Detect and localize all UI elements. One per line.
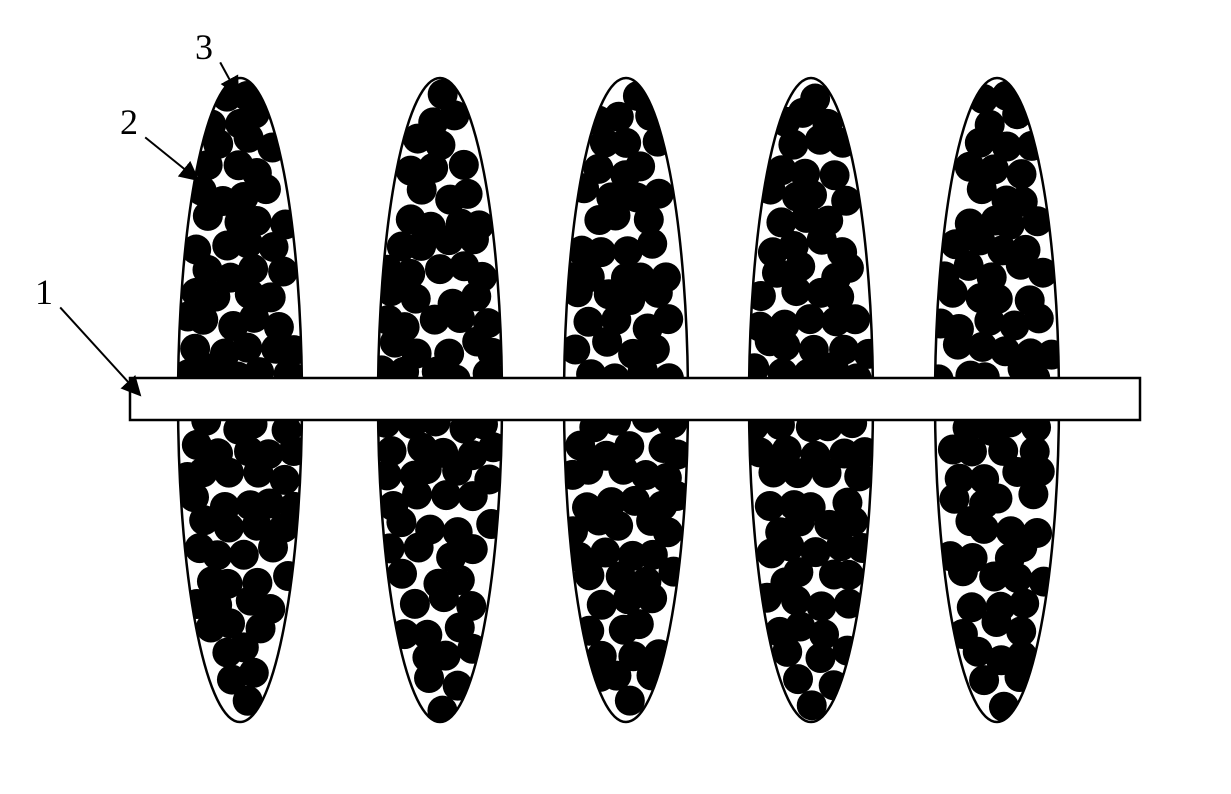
particle: [1005, 662, 1035, 692]
label-arrow-2: [145, 137, 198, 180]
particle: [214, 458, 244, 488]
particle: [458, 534, 488, 564]
particle: [449, 150, 479, 180]
particle: [558, 516, 588, 546]
label-arrow-1: [60, 307, 140, 395]
particle: [774, 531, 804, 561]
particle: [974, 306, 1004, 336]
particle: [601, 201, 631, 231]
particle: [948, 556, 978, 586]
particle: [604, 102, 634, 132]
particle: [1009, 588, 1039, 618]
particle: [752, 583, 782, 613]
particle: [414, 663, 444, 693]
particle: [637, 229, 667, 259]
particle: [812, 458, 842, 488]
particle: [372, 460, 402, 490]
particle: [805, 643, 835, 673]
particle: [828, 128, 858, 158]
particle: [770, 331, 800, 361]
particle: [592, 327, 622, 357]
particle: [615, 686, 645, 716]
diagram-svg: 1 2 3: [0, 0, 1231, 789]
particle: [848, 533, 878, 563]
particle: [624, 609, 654, 639]
particle: [834, 560, 864, 590]
particle: [476, 509, 506, 539]
particle: [273, 561, 303, 591]
particle: [453, 179, 483, 209]
particle: [1007, 159, 1037, 189]
particle: [982, 484, 1012, 514]
particle: [573, 455, 603, 485]
particle: [386, 507, 416, 537]
particle: [834, 253, 864, 283]
diagram-container: 1 2 3: [0, 0, 1231, 789]
particle: [643, 278, 673, 308]
particle: [202, 540, 232, 570]
particle: [1002, 563, 1032, 593]
particle: [387, 559, 417, 589]
particle: [268, 257, 298, 287]
particle: [659, 557, 689, 587]
particle: [783, 458, 813, 488]
particle: [587, 590, 617, 620]
label-3: 3: [195, 27, 213, 67]
particle: [243, 458, 273, 488]
particle: [574, 560, 604, 590]
particle: [258, 533, 288, 563]
particle: [229, 540, 259, 570]
particle: [251, 174, 281, 204]
particle: [279, 436, 309, 466]
particle: [233, 228, 263, 258]
particle: [239, 658, 269, 688]
particle: [193, 201, 223, 231]
particle: [404, 532, 434, 562]
particle: [1024, 303, 1054, 333]
particle: [406, 231, 436, 261]
particle: [1018, 479, 1048, 509]
particle: [459, 224, 489, 254]
particle: [1007, 532, 1037, 562]
particle: [625, 151, 655, 181]
particle: [603, 511, 633, 541]
particle: [188, 305, 218, 335]
label-2: 2: [120, 102, 138, 142]
particle: [756, 175, 786, 205]
particle: [400, 589, 430, 619]
particle: [637, 583, 667, 613]
particle: [938, 278, 968, 308]
particle: [662, 481, 692, 511]
particle: [257, 132, 287, 162]
particle: [820, 160, 850, 190]
particle: [778, 130, 808, 160]
particle: [969, 514, 999, 544]
particle: [431, 480, 461, 510]
particle: [569, 173, 599, 203]
particle: [644, 179, 674, 209]
particle: [1002, 99, 1032, 129]
horizontal-bar: [130, 378, 1140, 420]
particle: [402, 479, 432, 509]
particle: [233, 686, 263, 716]
particle: [429, 582, 459, 612]
particle: [653, 304, 683, 334]
particle: [781, 585, 811, 615]
particle: [407, 175, 437, 205]
particle: [783, 557, 813, 587]
particle: [957, 436, 987, 466]
particle: [643, 127, 673, 157]
particle: [458, 481, 488, 511]
particle: [214, 513, 244, 543]
particle: [795, 304, 825, 334]
label-1: 1: [35, 272, 53, 312]
particle: [478, 432, 508, 462]
particle: [772, 637, 802, 667]
particle: [783, 664, 813, 694]
particle: [969, 665, 999, 695]
particle: [995, 210, 1025, 240]
particle: [840, 304, 870, 334]
